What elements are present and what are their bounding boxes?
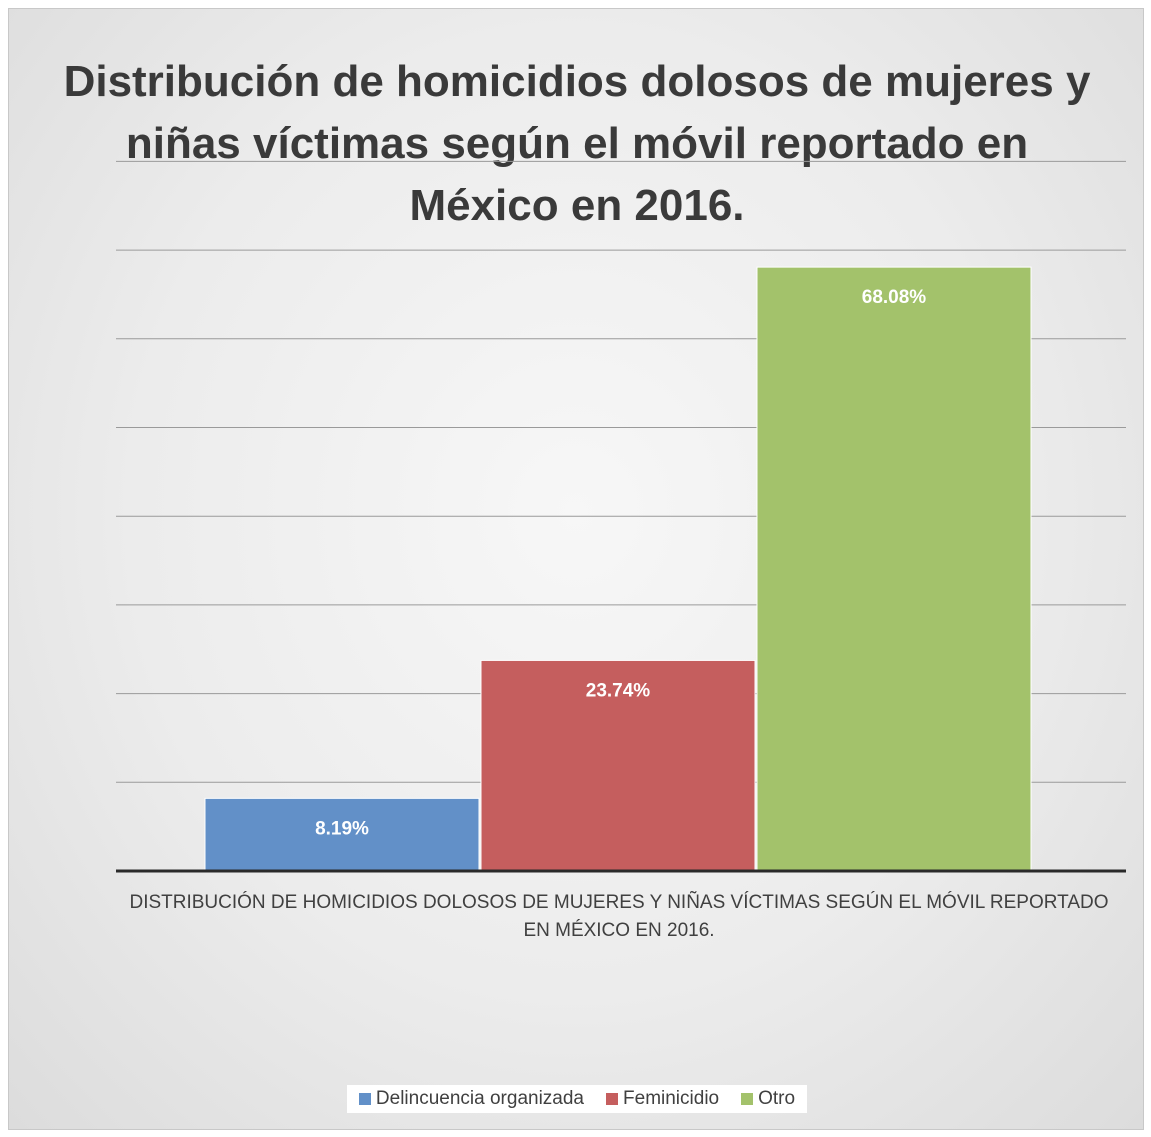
data-label: 8.19%	[315, 818, 369, 839]
legend-swatch	[358, 1093, 371, 1105]
chart-plot: 8.19% 23.74% 68.08%	[116, 160, 1126, 873]
legend-label: Delincuencia organizada	[375, 1088, 585, 1109]
legend-item-delincuencia: Delincuencia organizada	[358, 1088, 585, 1110]
chart-title: Distribución de homicidios dolosos de mu…	[63, 57, 1091, 230]
x-axis-category-label: DISTRIBUCIÓN DE HOMICIDIOS DOLOSOS DE MU…	[129, 892, 1109, 941]
legend-item-otro: Otro	[741, 1088, 795, 1110]
data-label: 23.74%	[586, 680, 651, 701]
chart-area: Distribución de homicidios dolosos de mu…	[8, 8, 1144, 1130]
legend-label: Feminicidio	[623, 1088, 720, 1109]
bar-delincuencia-organizada	[204, 797, 480, 872]
legend-box: Delincuencia organizada Feminicidio Otro	[346, 1085, 808, 1113]
legend-item-feminicidio: Feminicidio	[606, 1088, 719, 1110]
bar-otro	[756, 266, 1032, 872]
data-label: 68.08%	[862, 287, 927, 308]
legend-label: Otro	[758, 1088, 796, 1109]
legend-swatch	[741, 1093, 754, 1105]
legend-swatch	[606, 1093, 619, 1105]
bar-feminicidio	[480, 659, 756, 872]
legend: Delincuencia organizada Feminicidio Otro	[9, 1085, 1145, 1113]
